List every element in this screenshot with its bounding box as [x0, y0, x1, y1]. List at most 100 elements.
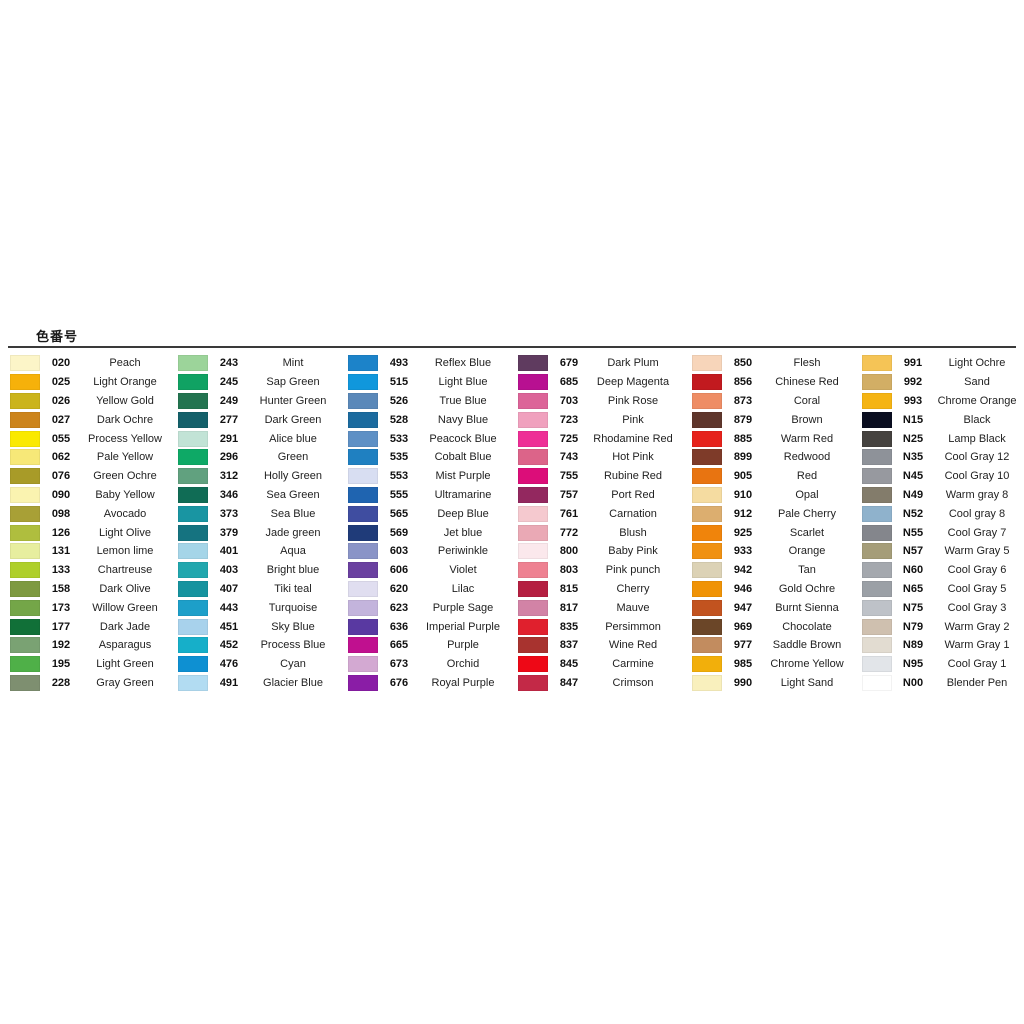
color-name: Cool Gray 10: [944, 470, 1010, 483]
color-name: Brown: [791, 413, 823, 426]
color-row: 476 Cyan: [178, 655, 336, 674]
color-row: 407 Tiki teal: [178, 580, 336, 599]
color-row: 879 Brown: [692, 410, 850, 429]
color-code: 815: [559, 582, 579, 595]
color-swatch: [692, 674, 722, 691]
color-name: Lemon lime: [96, 545, 154, 558]
color-name: Blender Pen: [946, 676, 1008, 689]
color-code: 020: [51, 357, 71, 370]
color-row: 243 Mint: [178, 354, 336, 373]
color-name: Chrome Orange: [937, 394, 1017, 407]
color-name: Avocado: [103, 507, 147, 520]
color-row: 899 Redwood: [692, 448, 850, 467]
color-code: N52: [902, 507, 924, 520]
color-code: 673: [389, 658, 409, 671]
color-name: Chrome Yellow: [770, 658, 844, 671]
color-swatch: [348, 449, 378, 466]
color-row: 491 Glacier Blue: [178, 674, 336, 693]
color-row: 933 Orange: [692, 542, 850, 561]
color-code: 098: [51, 507, 71, 520]
color-swatch: [10, 674, 40, 691]
color-name: Royal Purple: [431, 676, 495, 689]
color-code: 606: [389, 564, 409, 577]
color-code: 985: [733, 658, 753, 671]
color-swatch: [518, 524, 548, 541]
color-column: 243 Mint 245 Sap Green 249 Hunter Green 277 Dar…: [178, 354, 336, 692]
color-row: N57 Warm Gray 5: [862, 542, 1020, 561]
color-swatch: [348, 580, 378, 597]
color-name: Coral: [793, 394, 821, 407]
color-column: 991 Light Ochre 992 Sand 993 Chrome Orange N15…: [862, 354, 1020, 692]
color-name: Chinese Red: [775, 376, 839, 389]
color-name: Light Orange: [93, 376, 157, 389]
color-code: N60: [902, 564, 924, 577]
color-swatch: [10, 486, 40, 503]
color-code: 296: [219, 451, 239, 464]
color-name: Baby Pink: [608, 545, 658, 558]
color-row: 990 Light Sand: [692, 674, 850, 693]
color-row: 076 Green Ochre: [10, 467, 168, 486]
color-row: 623 Purple Sage: [348, 598, 506, 617]
color-code: N35: [902, 451, 924, 464]
color-swatch: [10, 468, 40, 485]
color-row: 403 Bright blue: [178, 561, 336, 580]
color-code: 195: [51, 658, 71, 671]
color-code: N95: [902, 658, 924, 671]
color-name: Process Blue: [260, 639, 326, 652]
color-code: 249: [219, 394, 239, 407]
color-name: Hot Pink: [612, 451, 654, 464]
color-code: 905: [733, 470, 753, 483]
color-swatch: [348, 599, 378, 616]
color-swatch: [10, 449, 40, 466]
color-swatch: [10, 637, 40, 654]
color-swatch: [692, 430, 722, 447]
color-row: N00 Blender Pen: [862, 674, 1020, 693]
color-row: 620 Lilac: [348, 580, 506, 599]
color-swatch: [348, 637, 378, 654]
color-swatch: [692, 543, 722, 560]
color-swatch: [518, 543, 548, 560]
color-code: 173: [51, 601, 71, 614]
color-row: 173 Willow Green: [10, 598, 168, 617]
color-name: Rhodamine Red: [593, 432, 673, 445]
color-row: 277 Dark Green: [178, 410, 336, 429]
color-name: Opal: [795, 488, 819, 501]
color-code: 025: [51, 376, 71, 389]
color-swatch: [348, 674, 378, 691]
color-row: N95 Cool Gray 1: [862, 655, 1020, 674]
color-row: 993 Chrome Orange: [862, 392, 1020, 411]
color-row: 800 Baby Pink: [518, 542, 676, 561]
color-code: 873: [733, 394, 753, 407]
color-row: N65 Cool Gray 5: [862, 580, 1020, 599]
color-row: 528 Navy Blue: [348, 410, 506, 429]
color-swatch: [692, 618, 722, 635]
color-swatch: [862, 468, 892, 485]
color-swatch: [518, 392, 548, 409]
color-code: 723: [559, 413, 579, 426]
color-row: 757 Port Red: [518, 486, 676, 505]
color-row: 296 Green: [178, 448, 336, 467]
color-row: 055 Process Yellow: [10, 429, 168, 448]
color-code: 090: [51, 488, 71, 501]
color-row: 969 Chocolate: [692, 617, 850, 636]
color-name: Baby Yellow: [95, 488, 155, 501]
color-swatch: [178, 562, 208, 579]
color-row: 636 Imperial Purple: [348, 617, 506, 636]
color-swatch: [348, 411, 378, 428]
color-name: Aqua: [280, 545, 306, 558]
color-swatch: [178, 486, 208, 503]
color-swatch: [862, 637, 892, 654]
color-swatch: [518, 468, 548, 485]
color-name: Wine Red: [608, 639, 658, 652]
color-row: 535 Cobalt Blue: [348, 448, 506, 467]
color-name: Burnt Sienna: [775, 601, 839, 614]
color-name: Pink Rose: [607, 394, 659, 407]
color-row: N79 Warm Gray 2: [862, 617, 1020, 636]
color-name: Peach: [109, 357, 141, 370]
color-swatch: [692, 355, 722, 372]
color-code: 407: [219, 582, 239, 595]
color-row: N45 Cool Gray 10: [862, 467, 1020, 486]
color-swatch: [862, 656, 892, 673]
color-row: 090 Baby Yellow: [10, 486, 168, 505]
color-row: 837 Wine Red: [518, 636, 676, 655]
